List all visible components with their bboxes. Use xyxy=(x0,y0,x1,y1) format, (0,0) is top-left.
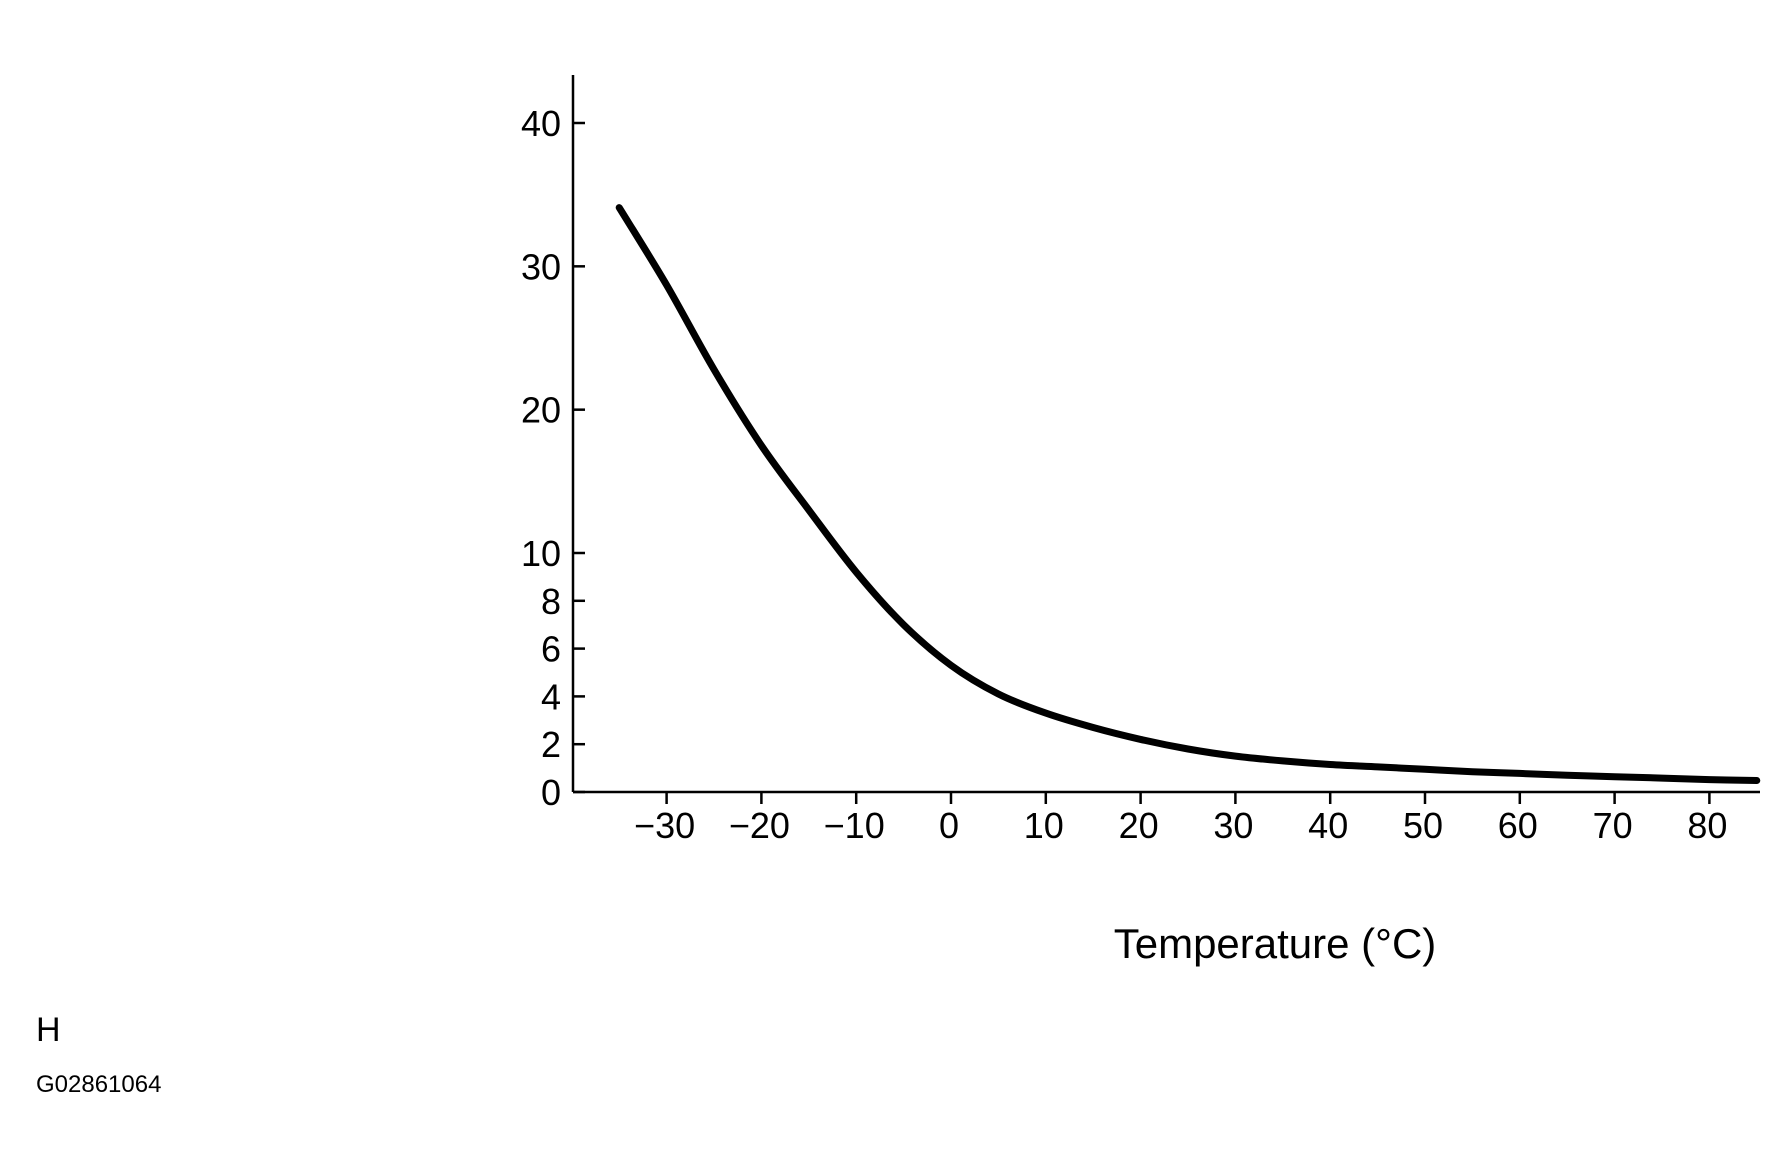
y-tick-label: 40 xyxy=(521,103,561,144)
y-tick-label: 0 xyxy=(541,772,561,813)
x-tick-label: 40 xyxy=(1308,805,1348,846)
x-tick-label: 30 xyxy=(1213,805,1253,846)
y-tick-label: 2 xyxy=(541,724,561,765)
y-tick-label: 30 xyxy=(521,246,561,287)
series-layer xyxy=(615,204,1761,784)
x-axis-ticks: −30 −20 −10 0 10 20 30 40 50 60 70 80 xyxy=(634,792,1727,846)
figure-id: G02861064 xyxy=(36,1071,162,1098)
x-axis-title: Temperature (°C) xyxy=(1114,920,1437,967)
x-tick-label: 10 xyxy=(1024,805,1064,846)
x-tick-label: 0 xyxy=(939,805,959,846)
x-tick-label: 20 xyxy=(1119,805,1159,846)
x-tick-label: 50 xyxy=(1403,805,1443,846)
x-tick-label: −30 xyxy=(634,805,695,846)
x-tick-label: 80 xyxy=(1687,805,1727,846)
y-tick-label: 10 xyxy=(521,533,561,574)
series-line xyxy=(615,204,1761,784)
x-tick-label: 70 xyxy=(1593,805,1633,846)
y-tick-label: 8 xyxy=(541,581,561,622)
y-axis-ticks: 0 2 4 6 8 10 20 30 40 xyxy=(521,103,585,813)
y-tick-label: 6 xyxy=(541,629,561,670)
axes xyxy=(571,75,1760,794)
x-tick-label: −10 xyxy=(824,805,885,846)
x-tick-label: 60 xyxy=(1498,805,1538,846)
y-tick-label: 20 xyxy=(521,390,561,431)
x-tick-label: −20 xyxy=(729,805,790,846)
figure-letter: H xyxy=(36,1011,61,1049)
y-tick-label: 4 xyxy=(541,676,561,717)
